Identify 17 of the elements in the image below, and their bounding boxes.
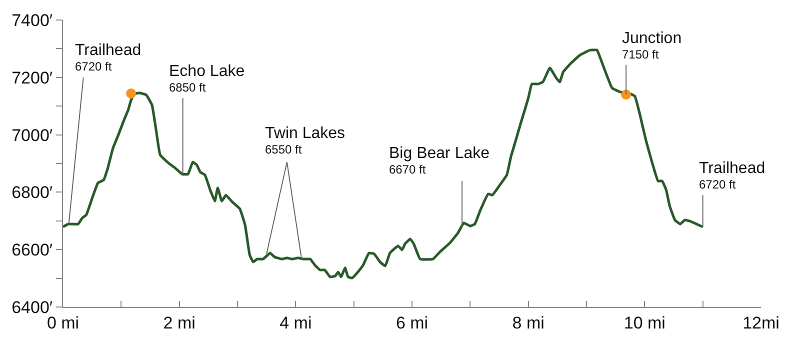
x-tick-label: 10 mi bbox=[624, 313, 666, 332]
annotation: Trailhead 6720 ft bbox=[75, 42, 142, 74]
y-tick-label: 7000′ bbox=[12, 126, 53, 145]
annotation: Echo Lake 6850 ft bbox=[169, 63, 245, 95]
y-tick-label: 6600′ bbox=[12, 240, 53, 260]
annotation: Junction 7150 ft bbox=[622, 30, 682, 62]
x-tick-label: 8 mi bbox=[512, 313, 544, 332]
y-tick-label: 7200′ bbox=[12, 68, 53, 88]
annotation: Big Bear Lake 6670 ft bbox=[389, 145, 490, 177]
x-tick-label: 12mi bbox=[742, 313, 780, 332]
x-tick-label: 2 mi bbox=[163, 313, 196, 332]
annotation: Twin Lakes 6550 ft bbox=[265, 125, 346, 157]
annotation: Trailhead 6720 ft bbox=[699, 160, 766, 192]
y-tick-label: 6800′ bbox=[12, 183, 53, 202]
x-tick-label: 6 mi bbox=[396, 313, 428, 332]
y-tick-label: 7400′ bbox=[12, 10, 53, 30]
x-tick-label: 4 mi bbox=[280, 313, 312, 332]
